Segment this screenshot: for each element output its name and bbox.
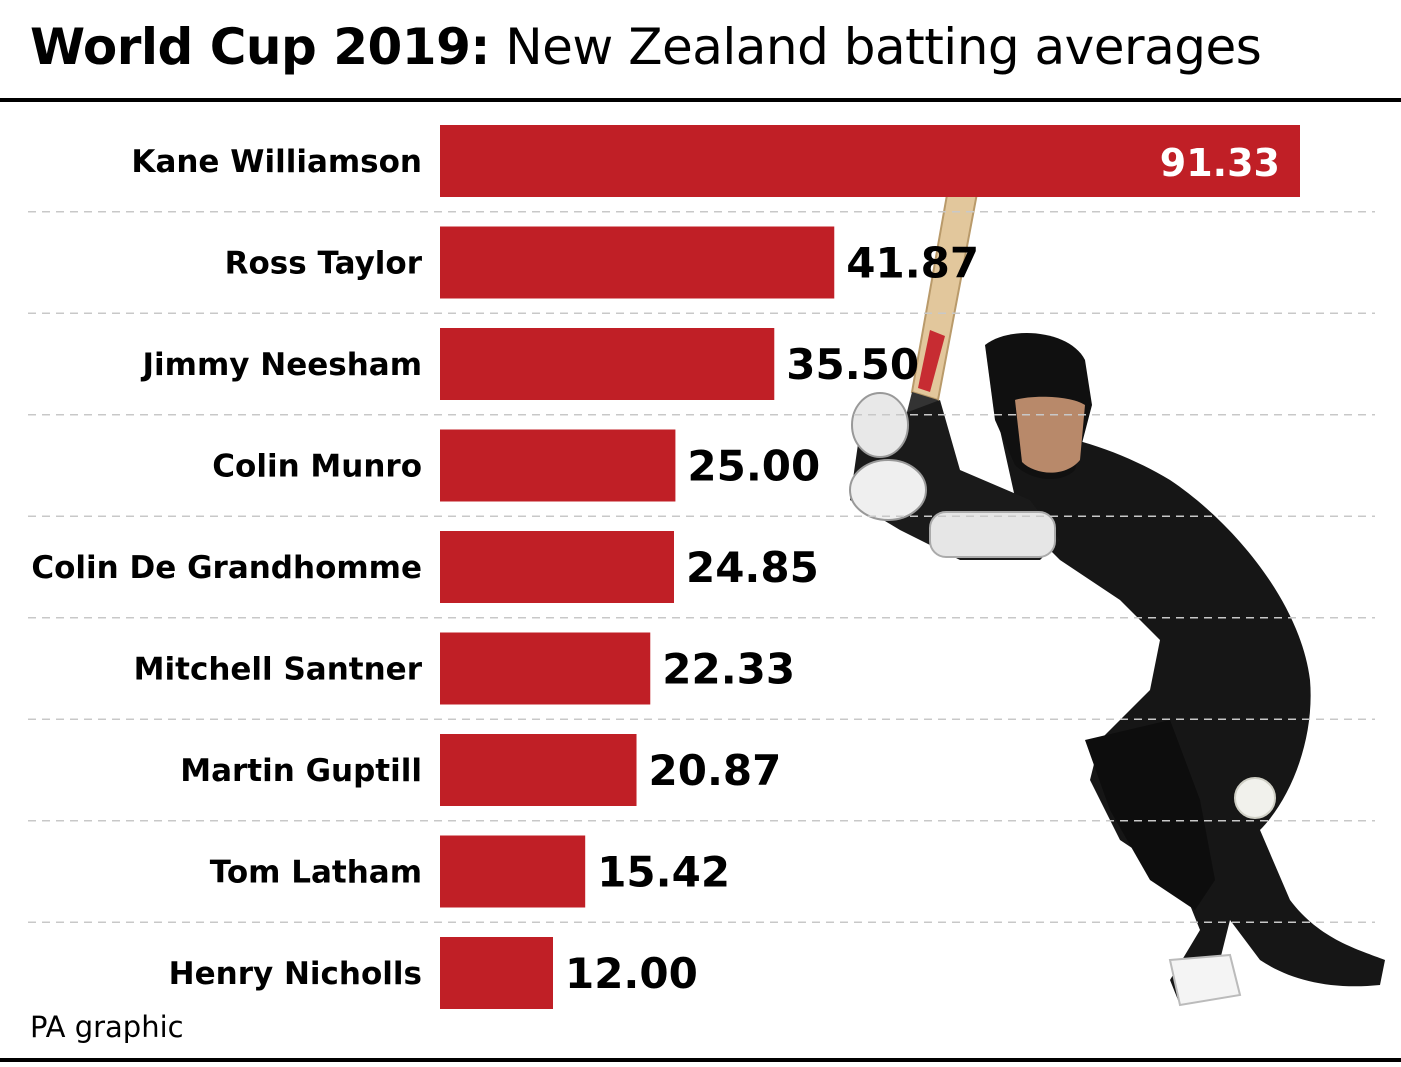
- title-rest: New Zealand batting averages: [505, 18, 1262, 76]
- category-label: Colin Munro: [212, 449, 422, 485]
- category-labels: Kane Williamson Ross Taylor Jimmy Neesham C…: [31, 144, 422, 992]
- value-label: 12.00: [565, 949, 698, 998]
- value-labels: 91.33 41.87 35.50 25.00 24.85 22.33 20.87 15.42…: [565, 141, 1280, 998]
- chart-title: World Cup 2019: New Zealand batting aver…: [30, 18, 1262, 76]
- value-label: 22.33: [662, 645, 795, 694]
- bar-jimmy-neesham: [440, 328, 775, 400]
- value-label: 20.87: [649, 746, 782, 795]
- category-label: Henry Nicholls: [169, 956, 422, 992]
- category-label: Jimmy Neesham: [141, 347, 423, 383]
- category-label: Colin De Grandhomme: [31, 550, 422, 586]
- category-label: Kane Williamson: [131, 144, 422, 180]
- bar-tom-latham: [440, 835, 586, 908]
- value-label: 25.00: [687, 442, 820, 491]
- batsman-illustration: [849, 176, 1385, 1007]
- value-label: 15.42: [597, 848, 730, 897]
- bar-mitchell-santner: [440, 632, 651, 705]
- category-label: Mitchell Santner: [134, 652, 423, 688]
- value-label: 91.33: [1160, 141, 1280, 185]
- category-label: Martin Guptill: [180, 753, 422, 789]
- bar-colin-de-grandhomme: [440, 531, 674, 603]
- value-label: 41.87: [846, 239, 979, 288]
- bar-kane-williamson: [440, 125, 1300, 197]
- category-label: Ross Taylor: [225, 246, 423, 282]
- title-bold: World Cup 2019:: [30, 18, 490, 76]
- bars: [440, 125, 1300, 1009]
- source-credit: PA graphic: [30, 1010, 184, 1044]
- bar-colin-munro: [440, 429, 676, 502]
- value-label: 24.85: [686, 543, 819, 592]
- bar-martin-guptill: [440, 734, 637, 806]
- bar-ross-taylor: [440, 226, 835, 299]
- footer-rule: [0, 1058, 1401, 1062]
- gridlines: [28, 211, 1375, 923]
- category-label: Tom Latham: [210, 855, 422, 891]
- bar-henry-nicholls: [440, 937, 553, 1009]
- title-rule: [0, 98, 1401, 102]
- value-label: 35.50: [786, 340, 919, 389]
